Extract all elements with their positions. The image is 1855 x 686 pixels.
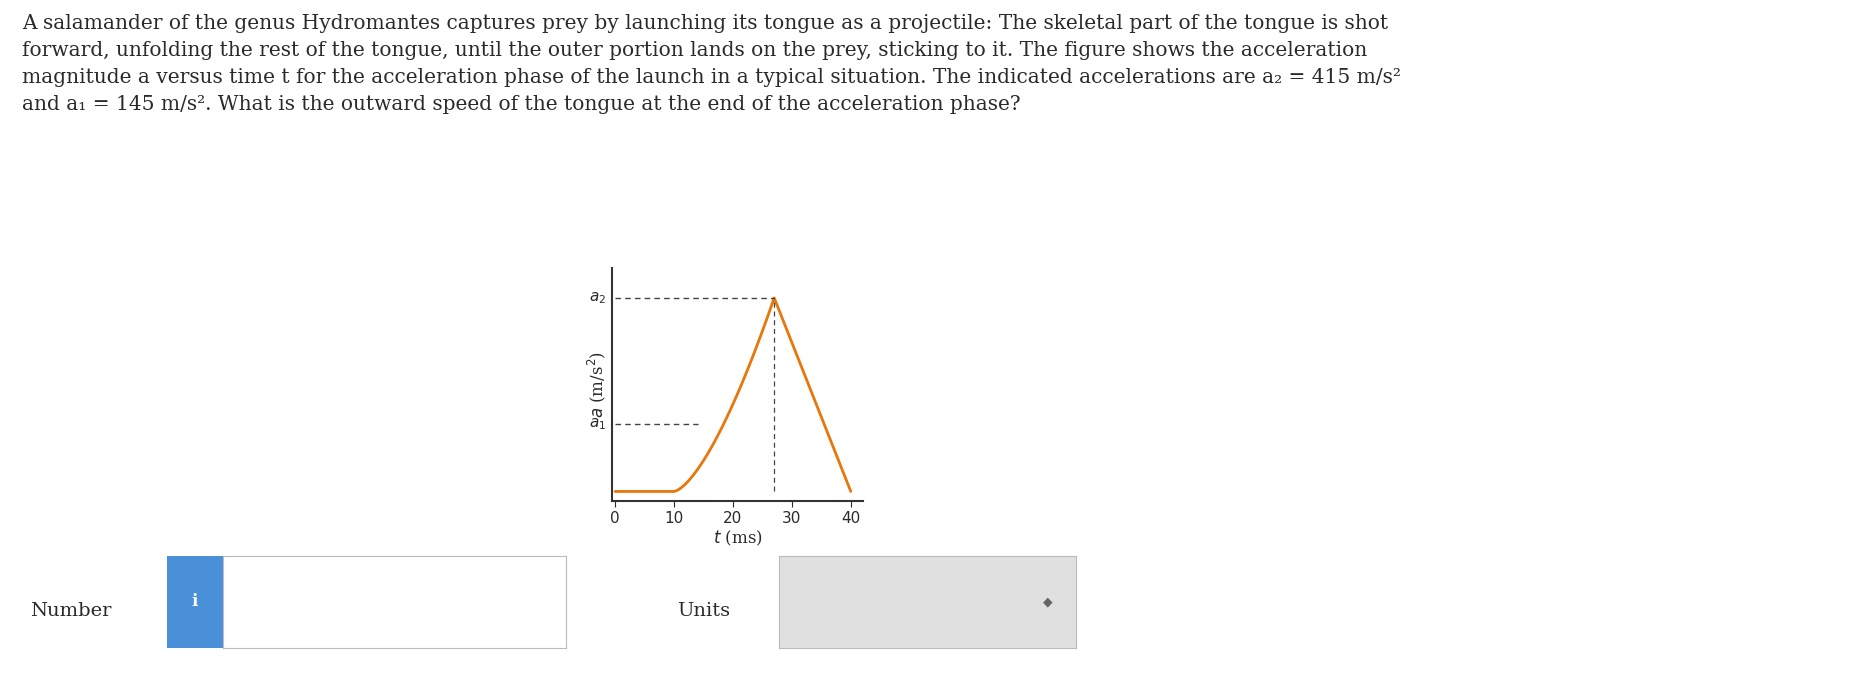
Text: A salamander of the genus Hydromantes captures prey by launching its tongue as a: A salamander of the genus Hydromantes ca… xyxy=(22,14,1401,115)
Text: Units: Units xyxy=(677,602,731,619)
Text: ◆: ◆ xyxy=(1043,595,1052,608)
Text: Number: Number xyxy=(30,602,111,619)
Text: i: i xyxy=(191,593,198,611)
Text: $a_2$: $a_2$ xyxy=(590,290,607,306)
Y-axis label: $a$ (m/s$^2$): $a$ (m/s$^2$) xyxy=(586,351,608,418)
X-axis label: $t$ (ms): $t$ (ms) xyxy=(712,529,762,548)
Text: $a_1$: $a_1$ xyxy=(590,416,607,431)
